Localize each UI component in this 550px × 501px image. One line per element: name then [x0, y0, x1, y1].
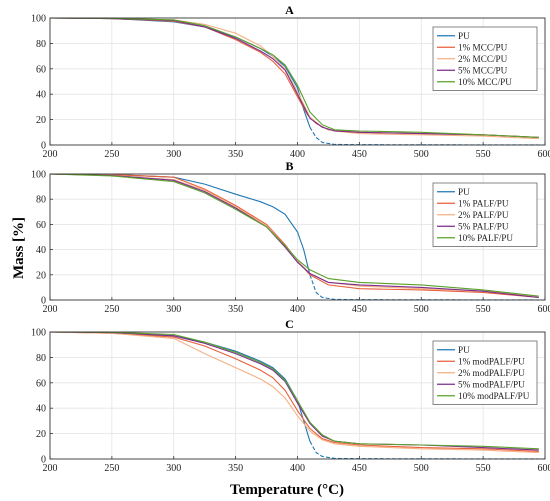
y-tick-label: 100: [31, 170, 46, 181]
series-line-tail-0: [309, 126, 546, 146]
legend-entry: 1% MCC/PU: [458, 42, 508, 52]
x-tick-label: 200: [43, 463, 58, 474]
y-tick-label: 20: [36, 429, 46, 440]
legend-entry: PU: [458, 345, 470, 355]
x-tick-label: 550: [476, 304, 491, 315]
x-tick-label: 450: [352, 149, 367, 160]
x-tick-label: 400: [290, 304, 305, 315]
legend-entry: 5% MCC/PU: [458, 65, 508, 75]
x-tick-label: 400: [290, 149, 305, 160]
x-tick-label: 400: [290, 463, 305, 474]
panel-title: B: [285, 159, 293, 173]
x-tick-label: 200: [43, 149, 58, 160]
y-tick-label: 100: [31, 14, 46, 25]
y-tick-label: 60: [36, 220, 46, 231]
series-line-tail-0: [309, 274, 546, 301]
series-line-0: [49, 331, 311, 442]
legend-entry: 1% PALF/PU: [458, 198, 509, 208]
legend-entry: PU: [458, 187, 470, 197]
series-line-2: [49, 331, 539, 454]
x-tick-label: 500: [414, 463, 429, 474]
legend-entry: 5% PALF/PU: [458, 221, 509, 231]
x-tick-label: 350: [228, 304, 243, 315]
y-tick-label: 80: [36, 195, 46, 206]
series-line-4: [49, 331, 539, 450]
x-tick-label: 600: [538, 304, 550, 315]
legend-entry: PU: [458, 31, 470, 41]
x-tick-label: 300: [166, 463, 181, 474]
x-tick-label: 450: [352, 304, 367, 315]
series-line-3: [49, 17, 539, 138]
x-tick-label: 200: [43, 304, 58, 315]
y-axis-label: Mass [%]: [11, 217, 27, 279]
legend-entry: 10% modPALF/PU: [458, 391, 530, 401]
series-line-1: [49, 331, 539, 452]
y-tick-label: 40: [36, 245, 46, 256]
x-tick-label: 450: [352, 463, 367, 474]
y-tick-label: 100: [31, 328, 46, 339]
series-line-2: [49, 17, 539, 140]
x-tick-label: 250: [104, 463, 119, 474]
y-tick-label: 40: [36, 90, 46, 101]
y-tick-label: 20: [36, 270, 46, 281]
x-tick-label: 500: [414, 304, 429, 315]
panel-title: C: [285, 317, 294, 331]
legend-entry: 2% PALF/PU: [458, 210, 509, 220]
chart-panels: 200 250 300 350 400 450 500 550 600020406080100A…: [31, 3, 550, 474]
y-tick-label: 0: [41, 296, 46, 307]
panel-title: A: [285, 3, 294, 17]
chart-panel-A: 200 250 300 350 400 450 500 550 600 0 20 40 60 80 100 A…: [31, 3, 550, 160]
legend-entry: 1% modPALF/PU: [458, 356, 525, 366]
y-tick-label: 40: [36, 404, 46, 415]
y-tick-label: 60: [36, 378, 46, 389]
series-line-0: [49, 17, 311, 128]
series-line-4: [49, 173, 539, 297]
series-line-3: [49, 173, 539, 299]
x-tick-label: 550: [476, 149, 491, 160]
y-tick-label: 60: [36, 64, 46, 75]
x-tick-label: 550: [476, 463, 491, 474]
legend-entry: 2% modPALF/PU: [458, 368, 525, 378]
legend-entry: 10% PALF/PU: [458, 233, 513, 243]
x-tick-label: 250: [104, 304, 119, 315]
x-tick-label: 600: [538, 149, 550, 160]
y-tick-label: 20: [36, 115, 46, 126]
x-tick-label: 250: [104, 149, 119, 160]
x-tick-label: 350: [228, 463, 243, 474]
legend-entry: 2% MCC/PU: [458, 54, 508, 64]
y-tick-label: 0: [41, 141, 46, 152]
chart-panel-C: 200 250 300 350 400 450 500 550 600 0 20 40 60 80 100 C…: [31, 317, 550, 474]
legend-entry: 5% modPALF/PU: [458, 379, 525, 389]
y-tick-label: 0: [41, 455, 46, 466]
x-axis-label: Temperature (°C): [230, 482, 344, 498]
y-tick-label: 80: [36, 39, 46, 50]
x-tick-label: 300: [166, 149, 181, 160]
series-line-tail-0: [309, 440, 546, 460]
series-line-4: [49, 17, 539, 138]
x-tick-label: 350: [228, 149, 243, 160]
y-tick-label: 80: [36, 353, 46, 364]
x-tick-label: 500: [414, 149, 429, 160]
x-tick-label: 300: [166, 304, 181, 315]
chart-panel-B: 200 250 300 350 400 450 500 550 600 0 20 40 60 80 100 B…: [31, 159, 550, 315]
x-tick-label: 600: [538, 463, 550, 474]
legend-entry: 10% MCC/PU: [458, 77, 512, 87]
